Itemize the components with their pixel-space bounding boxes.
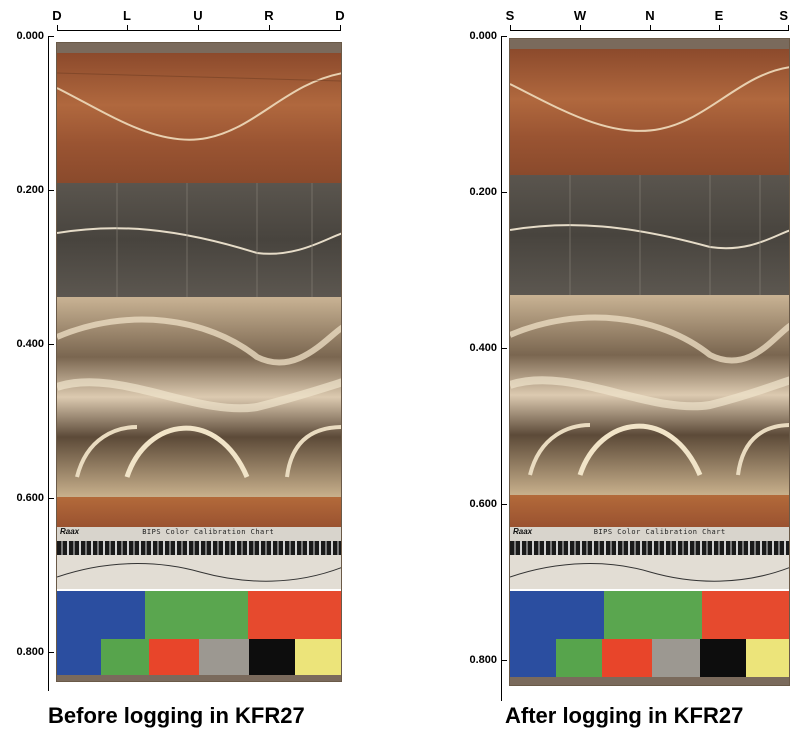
swatch-blue <box>57 639 101 675</box>
swatch-black <box>700 639 746 677</box>
swatch-yellow <box>295 639 341 675</box>
footer-strip <box>510 677 789 685</box>
swatch-yellow <box>746 639 789 677</box>
band-traces <box>510 314 789 476</box>
depth-axis-tick <box>48 498 54 499</box>
depth-axis-line <box>501 36 502 701</box>
caption-before: Before logging in KFR27 <box>48 703 305 728</box>
swatch-red <box>248 591 341 639</box>
calibration-brand: Raax <box>513 527 533 536</box>
upper-core-segment <box>57 53 341 183</box>
compass-label-s-left: S <box>505 8 515 23</box>
depth-axis-tick <box>501 660 507 661</box>
top-axis-tick <box>650 25 651 31</box>
depth-label: 0.800 <box>16 646 44 658</box>
lower-core-segment <box>57 497 341 527</box>
depth-label: 0.000 <box>469 30 497 42</box>
swatch-green <box>101 639 149 675</box>
depth-label: 0.400 <box>16 338 44 350</box>
depth-axis-tick <box>48 190 54 191</box>
calibration-title: BIPS Color Calibration Chart <box>142 528 275 536</box>
top-axis-tick <box>788 25 789 31</box>
swatch-gray <box>652 639 700 677</box>
gray-core-segment <box>57 183 341 297</box>
header-strip <box>57 43 341 53</box>
calibration-header: Raax BIPS Color Calibration Chart <box>57 527 341 541</box>
swatch-black <box>249 639 295 675</box>
swatch-green <box>556 639 602 677</box>
fracture-trace <box>57 72 341 141</box>
top-axis-tick <box>719 25 720 31</box>
gray-core-segment <box>510 175 789 295</box>
calibration-sine-strip <box>510 555 789 589</box>
swatch-green <box>604 591 702 639</box>
swatch-gray <box>199 639 249 675</box>
compass-label-d-left: D <box>52 8 62 23</box>
compass-label-e: E <box>714 8 724 23</box>
swatch-green <box>145 591 248 639</box>
calibration-title: BIPS Color Calibration Chart <box>593 528 726 536</box>
depth-label: 0.200 <box>469 186 497 198</box>
depth-label: 0.600 <box>469 498 497 510</box>
banded-core-segment <box>510 295 789 495</box>
top-axis-tick <box>127 25 128 31</box>
upper-core-segment <box>510 49 789 175</box>
depth-label: 0.200 <box>16 184 44 196</box>
lower-core-segment <box>510 495 789 527</box>
depth-axis-tick <box>501 504 507 505</box>
footer-strip <box>57 675 341 681</box>
depth-label: 0.000 <box>16 30 44 42</box>
top-axis-tick <box>57 25 58 31</box>
depth-axis-tick <box>501 36 507 37</box>
depth-label: 0.800 <box>469 654 497 666</box>
depth-axis-tick <box>501 348 507 349</box>
borehole-image-after: Raax BIPS Color Calibration Chart <box>509 38 790 686</box>
compass-label-s-right: S <box>779 8 788 23</box>
swatch-red <box>602 639 652 677</box>
depth-label: 0.600 <box>16 492 44 504</box>
calibration-gray-strip <box>510 541 789 555</box>
top-axis-line <box>510 30 789 31</box>
panel-after-logging: S W N E S 0.000 0.200 0.400 0.600 0.800 <box>455 0 795 734</box>
fracture-trace <box>57 183 341 297</box>
header-strip <box>510 39 789 49</box>
calibration-brand: Raax <box>60 527 80 536</box>
top-axis-tick <box>580 25 581 31</box>
compass-label-w: W <box>573 8 587 23</box>
top-axis-tick <box>198 25 199 31</box>
sine-trace <box>57 563 341 582</box>
banded-core-segment <box>57 297 341 497</box>
swatch-red <box>702 591 789 639</box>
swatch-blue <box>57 591 145 639</box>
panel-before-logging: D L U R D 0.000 0.200 0.400 0.600 0.800 <box>16 8 345 729</box>
top-axis-tick <box>510 25 511 31</box>
caption-after: After logging in KFR27 <box>505 703 744 728</box>
band-traces <box>57 316 341 478</box>
swatch-red <box>149 639 199 675</box>
depth-label: 0.400 <box>469 342 497 354</box>
depth-axis-tick <box>48 652 54 653</box>
calibration-gray-strip <box>57 541 341 555</box>
fracture-trace <box>510 175 789 295</box>
top-axis-tick <box>269 25 270 31</box>
borehole-image-before: Raax BIPS Color Calibration Chart <box>56 42 342 682</box>
calibration-header: Raax BIPS Color Calibration Chart <box>510 527 789 541</box>
compass-label-l: L <box>123 8 131 23</box>
compass-label-d-right: D <box>335 8 345 23</box>
depth-axis-tick <box>501 192 507 193</box>
depth-axis-tick <box>48 36 54 37</box>
compass-label-u: U <box>193 8 203 23</box>
top-axis-tick <box>340 25 341 31</box>
compass-label-r: R <box>264 8 274 23</box>
sine-trace <box>510 563 789 582</box>
top-axis-line <box>57 30 341 31</box>
depth-axis-tick <box>48 344 54 345</box>
depth-axis-line <box>48 36 49 691</box>
calibration-sine-strip <box>57 555 341 589</box>
fracture-trace <box>510 66 789 132</box>
swatch-blue <box>510 639 556 677</box>
compass-label-n: N <box>645 8 655 23</box>
swatch-blue <box>510 591 604 639</box>
